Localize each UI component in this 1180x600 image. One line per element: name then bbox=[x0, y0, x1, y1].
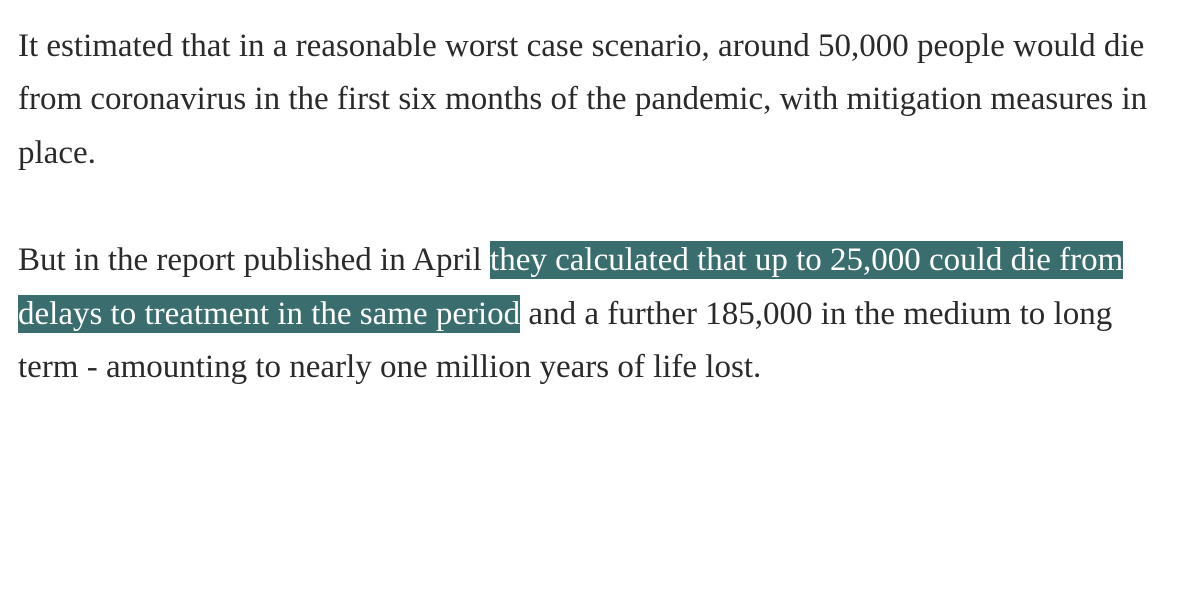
paragraph-text-before: But in the report published in April bbox=[18, 242, 490, 278]
article-paragraph-1: It estimated that in a reasonable worst … bbox=[18, 20, 1162, 180]
article-paragraph-2: But in the report published in April the… bbox=[18, 234, 1162, 394]
paragraph-text: It estimated that in a reasonable worst … bbox=[18, 28, 1147, 171]
